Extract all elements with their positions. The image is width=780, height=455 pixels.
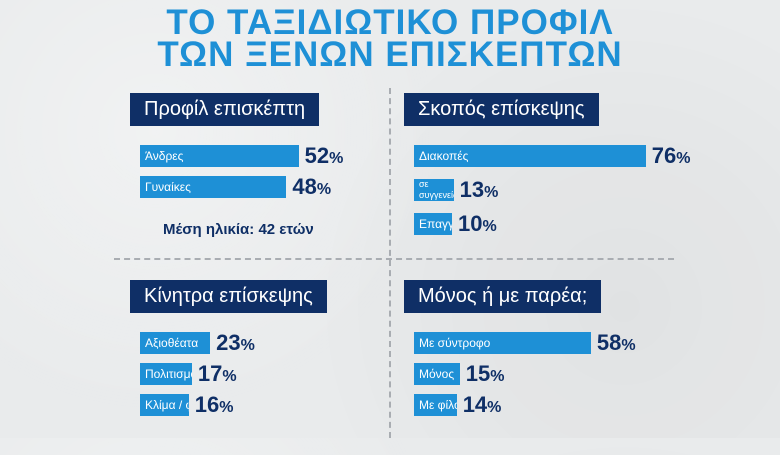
percent-sign: % bbox=[482, 218, 497, 235]
panel-heading: Μόνος ή με παρέα; bbox=[404, 280, 602, 313]
bar-label: Γυναίκες bbox=[145, 180, 191, 194]
bar: Επίσκεψη σε συγγενείς / φίλους bbox=[414, 179, 454, 201]
bar-label: Άνδρες bbox=[145, 149, 184, 163]
vertical-divider bbox=[389, 88, 391, 438]
bar-value: 10% bbox=[458, 211, 497, 240]
bar-label: Επαγγελματικό ταξίδι bbox=[419, 217, 452, 231]
bar-value-number: 16 bbox=[194, 392, 220, 417]
bar-value: 15% bbox=[466, 361, 505, 390]
percent-sign: % bbox=[222, 368, 237, 385]
bar-value-number: 17 bbox=[197, 361, 223, 386]
bar-label: Αξιοθέατα bbox=[145, 336, 199, 350]
percent-sign: % bbox=[487, 399, 502, 416]
bar-label: Επίσκεψη σε συγγενείς / φίλους bbox=[419, 179, 454, 200]
bar: Γυναίκες bbox=[140, 176, 287, 198]
bar: Άνδρες bbox=[140, 145, 299, 167]
page-title-line1: ΤΟ ΤΑΞΙΔΙΩΤΙΚΟ ΠΡΟΦΙΛ bbox=[166, 3, 614, 42]
percent-sign: % bbox=[329, 150, 344, 167]
bar-value-number: 23 bbox=[216, 330, 241, 355]
panel-visit-motives: Κίνητρα επίσκεψης Αξιοθέατα 23% Πολιτισμός… bbox=[130, 280, 430, 455]
page-title-line2: ΤΩΝ ΞΕΝΩΝ ΕΠΙΣΚΕΠΤΩΝ bbox=[157, 35, 623, 74]
bar-value: 52% bbox=[305, 143, 344, 172]
bar: Κλίμα / φύση bbox=[140, 394, 189, 416]
bar-value: 16% bbox=[195, 392, 234, 421]
bar-value-number: 14 bbox=[462, 392, 488, 417]
percent-sign: % bbox=[219, 399, 234, 416]
percent-sign: % bbox=[484, 184, 499, 201]
horizontal-divider bbox=[114, 258, 674, 260]
bar-value: 76% bbox=[652, 143, 691, 172]
bar-label: Με σύντροφο bbox=[419, 336, 491, 350]
bar: Πολιτισμός bbox=[140, 363, 192, 385]
bar-label: Μόνος bbox=[419, 367, 455, 381]
panel-heading: Κίνητρα επίσκεψης bbox=[130, 280, 327, 313]
percent-sign: % bbox=[490, 368, 505, 385]
average-age-note: Μέση ηλικία: 42 ετών bbox=[163, 221, 314, 238]
bar-label: Κλίμα / φύση bbox=[145, 398, 189, 412]
bar-value-number: 48 bbox=[292, 174, 317, 199]
bar: Με σύντροφο bbox=[414, 332, 591, 354]
bar-value: 23% bbox=[216, 330, 255, 359]
bar-value-number: 58 bbox=[596, 330, 622, 355]
percent-sign: % bbox=[676, 150, 691, 167]
bar-value: 48% bbox=[292, 174, 331, 203]
panel-heading: Σκοπός επίσκεψης bbox=[404, 93, 599, 126]
bar-value-number: 52 bbox=[304, 143, 330, 168]
bar-value: 13% bbox=[460, 177, 499, 206]
bar-label: Πολιτισμός bbox=[145, 367, 192, 381]
bar-value-number: 76 bbox=[651, 143, 677, 168]
bar: Διακοπές bbox=[414, 145, 646, 167]
bar-value: 58% bbox=[597, 330, 636, 359]
bar-label: Με φίλους bbox=[419, 398, 457, 412]
percent-sign: % bbox=[240, 337, 255, 354]
bar-value-number: 10 bbox=[458, 211, 483, 236]
bar-value: 17% bbox=[198, 361, 237, 390]
panel-heading: Προφίλ επισκέπτη bbox=[130, 93, 320, 126]
bar-label: Διακοπές bbox=[419, 149, 469, 163]
bar: Επαγγελματικό ταξίδι bbox=[414, 213, 452, 235]
bar-value-number: 15 bbox=[465, 361, 491, 386]
panel-visit-purpose: Σκοπός επίσκεψης Διακοπές 76% Επίσκεψη σε … bbox=[404, 93, 704, 268]
panel-visitor-profile: Προφίλ επισκέπτη Άνδρες 52% Γυναίκες 48% bbox=[130, 93, 430, 268]
panel-company: Μόνος ή με παρέα; Με σύντροφο 58% Μόνος 15%… bbox=[404, 280, 704, 455]
bar-value: 14% bbox=[463, 392, 502, 421]
percent-sign: % bbox=[316, 181, 332, 198]
bar: Με φίλους bbox=[414, 394, 457, 416]
percent-sign: % bbox=[621, 337, 636, 354]
bar: Αξιοθέατα bbox=[140, 332, 211, 354]
bar-value-number: 13 bbox=[459, 177, 485, 202]
bar: Μόνος bbox=[414, 363, 460, 385]
